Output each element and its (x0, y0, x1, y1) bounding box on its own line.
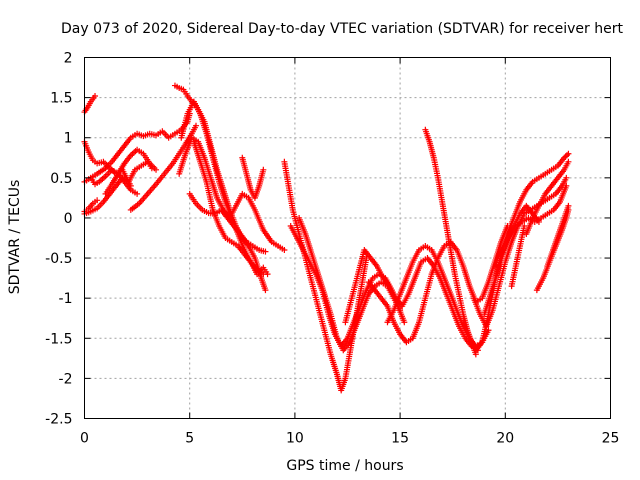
data-point-marker (485, 327, 492, 334)
data-series-trace (81, 93, 99, 116)
data-point-marker (134, 190, 141, 197)
data-point-marker (563, 182, 570, 189)
data-series-trace (523, 158, 572, 237)
x-tick-label: 15 (391, 431, 409, 447)
x-tick-label: 10 (286, 431, 304, 447)
data-series-trace (127, 122, 200, 213)
data-series-trace (176, 134, 288, 254)
y-tick-label: -1.5 (45, 331, 72, 347)
data-point-marker (260, 271, 267, 278)
chart-title: Day 073 of 2020, Sidereal Day-to-day VTE… (61, 21, 623, 37)
data-point-marker (281, 247, 288, 254)
data-series-trace (102, 146, 160, 197)
data-point-marker (565, 202, 572, 209)
data-series-trace (544, 202, 572, 270)
plot-area-frame (84, 57, 611, 419)
x-axis-label: GPS time / hours (286, 458, 403, 474)
data-point-marker (401, 319, 408, 326)
y-tick-label: 1.5 (50, 91, 72, 107)
data-point-marker (565, 150, 572, 157)
data-point-marker (262, 248, 269, 255)
data-point-marker (521, 222, 528, 229)
data-point-marker (397, 307, 404, 314)
x-axis-tick-labels: 0 5 10 15 20 25 (80, 431, 619, 447)
data-point-marker (92, 93, 99, 100)
data-series-trace (491, 202, 542, 270)
data-point-marker (260, 166, 267, 173)
data-point-marker (565, 158, 572, 165)
data-point-marker (262, 287, 269, 294)
data-series-trace (239, 154, 267, 201)
x-tick-label: 25 (602, 431, 620, 447)
y-tick-label: 2 (64, 51, 73, 67)
y-tick-label: -2 (59, 371, 73, 387)
y-tick-label: -2.5 (45, 412, 72, 428)
y-axis-label: SDTVAR / TECUs (7, 180, 23, 295)
y-tick-label: -1 (59, 291, 73, 307)
y-axis-tick-labels: 2 1.5 1 0.5 0 -0.5 -1 -1.5 -2 -2.5 (45, 51, 72, 428)
y-tick-label: 1 (64, 131, 73, 147)
axis-ticks (84, 57, 611, 419)
y-tick-label: -0.5 (45, 251, 72, 267)
data-point-marker (535, 218, 542, 225)
data-point-marker (153, 166, 160, 173)
data-series-trace (508, 222, 528, 290)
data-series-trace (186, 190, 269, 255)
x-tick-label: 0 (80, 431, 89, 447)
data-point-marker (94, 197, 101, 204)
x-tick-label: 5 (185, 431, 194, 447)
data-point-marker (563, 174, 570, 181)
data-series-trace (81, 158, 155, 217)
y-tick-label: 0 (64, 211, 73, 227)
data-series-trace (296, 214, 404, 354)
x-tick-label: 20 (496, 431, 514, 447)
data-series-trace (87, 166, 141, 197)
data-points (81, 82, 572, 394)
data-point-marker (193, 122, 200, 129)
y-tick-label: 0.5 (50, 171, 72, 187)
